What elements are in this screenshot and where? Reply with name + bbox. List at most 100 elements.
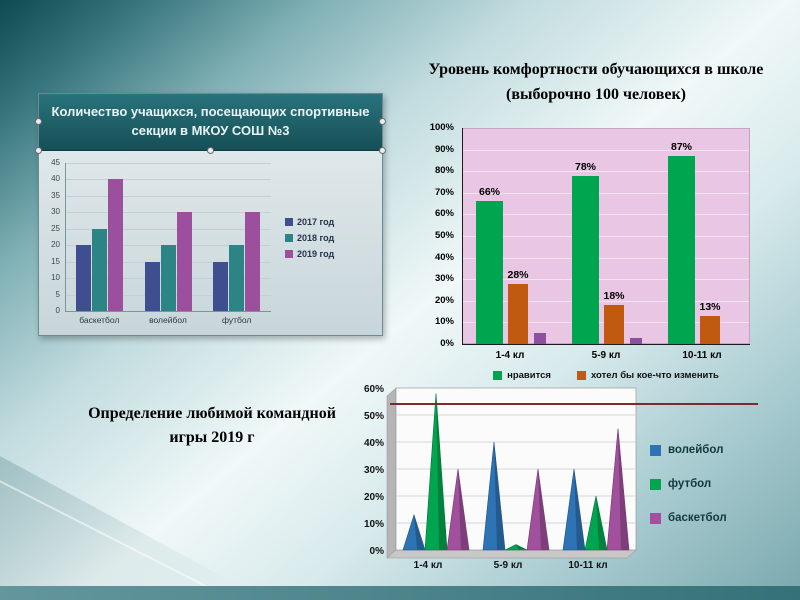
title-favorite-game[interactable]: Определение любимой командной игры 2019 … (88, 405, 336, 446)
floor (386, 549, 637, 559)
y-tick-label: 30% (434, 273, 454, 285)
bar-2017 год (144, 261, 160, 311)
y-tick-label: 100% (429, 122, 454, 133)
bar-2017 год (213, 261, 229, 311)
y-tick-label: 90% (434, 143, 454, 155)
y-tick-label: 40% (364, 438, 384, 449)
bar-2019 год (107, 179, 123, 311)
legend-swatch (493, 371, 503, 380)
selection-handle[interactable] (379, 118, 386, 125)
legend-item: хотел бы кое-что изменить (576, 370, 719, 381)
gridline (463, 300, 749, 302)
y-tick-label: 60% (434, 208, 454, 220)
gridline (463, 279, 749, 281)
y-tick-label: 10 (51, 273, 60, 283)
x-category-label: баскетбол (79, 315, 120, 325)
legend-swatch (650, 512, 661, 524)
y-tick-label: 20 (51, 240, 60, 250)
y-tick-label: 60% (364, 384, 384, 395)
legend-label: хотел бы кое-что изменить (590, 370, 719, 381)
chart-comfort-level[interactable]: 0% 10% 20% 30% 40% 50% 60% 70% 80% 90% 100% 66% 28% 1… (418, 112, 760, 381)
bottom-accent-bar (0, 586, 800, 600)
chart1-plot: 0 5 10 15 20 25 30 35 40 45 баскетбол волейбол футбо… (39, 151, 382, 335)
y-tick-label: 30 (51, 207, 60, 217)
x-category-label: 1-4 кл (495, 350, 525, 361)
chart1-title-bar: Количество учащихся, посещающих спортивн… (35, 94, 386, 154)
y-axis (65, 163, 66, 311)
legend-label: 2019 год (297, 249, 335, 259)
x-axis (65, 311, 271, 312)
data-label: 66% (478, 186, 500, 199)
selection-handle[interactable] (35, 147, 42, 154)
red-divider-line (390, 403, 758, 405)
spike-shade (574, 469, 585, 550)
spike-shade (436, 393, 447, 550)
chart3-canvas: 0% 10% 20% 30% 40% 50% 60% 1-4 кл 5-9 кл 10-11 кл (364, 384, 637, 571)
y-tick-label: 15 (51, 256, 60, 266)
legend-label: нравится (507, 370, 551, 381)
x-category-label: 10-11 кл (568, 560, 607, 571)
x-category-label: 1-4 кл (414, 560, 443, 571)
chart-favorite-game[interactable]: 0% 10% 20% 30% 40% 50% 60% 1-4 кл 5-9 кл 10-11 кл… (356, 372, 760, 578)
bar-хотел бы кое-что изменить (508, 283, 528, 344)
gridline (463, 236, 749, 237)
legend-item: баскетбол (650, 512, 727, 524)
legend-item: волейбол (650, 444, 727, 456)
x-category-label: 10-11 кл (682, 350, 722, 361)
spike-shade (596, 496, 607, 550)
y-tick-label: 80% (434, 165, 454, 177)
gridline (463, 214, 749, 216)
selection-handle[interactable] (206, 147, 214, 154)
legend-item: 2017 год (285, 217, 334, 227)
chart1-title: Количество учащихся, посещающих спортивн… (51, 104, 370, 138)
x-category-label: 5-9 кл (494, 560, 523, 571)
legend-swatch (650, 444, 661, 456)
x-category-label: 5-9 кл (591, 350, 621, 361)
gridline (65, 212, 271, 214)
legend-label: 2018 год (297, 233, 335, 243)
bar-нравится (476, 201, 503, 344)
spike-shade (494, 442, 505, 550)
spike-shade (618, 428, 629, 550)
bar-2018 год (91, 228, 107, 311)
y-tick-label: 20% (364, 492, 384, 503)
data-label: 78% (574, 160, 596, 173)
gridline (65, 179, 271, 181)
chart-sports-sections[interactable]: Количество учащихся, посещающих спортивн… (35, 93, 386, 336)
bar-2019 год (245, 212, 261, 311)
legend-label: футбол (668, 478, 712, 490)
y-axis (462, 128, 463, 344)
bar-хотел бы кое-что изменить (604, 305, 624, 344)
x-category-label: волейбол (149, 315, 187, 325)
spike-shade (516, 544, 527, 550)
legend-item: нравится (493, 370, 551, 381)
y-tick-label: 5 (55, 289, 60, 299)
y-tick-label: 10% (364, 519, 384, 530)
gridline (463, 171, 749, 173)
legend-swatch (285, 250, 293, 258)
bar-2018 год (160, 245, 176, 311)
selection-handle[interactable] (35, 118, 42, 125)
y-tick-label: 40% (434, 251, 454, 263)
title-comfort-level[interactable]: Уровень комфортности обучающихся в школе… (428, 61, 764, 103)
selection-handle[interactable] (379, 147, 386, 154)
left-wall (386, 387, 397, 559)
bar-нравится (668, 156, 695, 344)
legend-item: 2018 год (285, 233, 334, 243)
gridline (65, 228, 271, 230)
y-tick-label: 0% (440, 338, 454, 349)
y-tick-label: 0% (370, 546, 385, 557)
bar-other (534, 333, 546, 344)
y-tick-label: 45 (51, 158, 60, 167)
gridline (463, 149, 749, 151)
y-tick-label: 10% (434, 316, 454, 328)
legend-swatch (285, 234, 293, 242)
spike-shade (538, 469, 549, 550)
bar-2019 год (176, 212, 192, 311)
bar-2018 год (229, 245, 245, 311)
gridline (65, 163, 271, 164)
legend-swatch (285, 218, 293, 226)
spike-shade (458, 469, 469, 550)
gridline (463, 192, 749, 194)
